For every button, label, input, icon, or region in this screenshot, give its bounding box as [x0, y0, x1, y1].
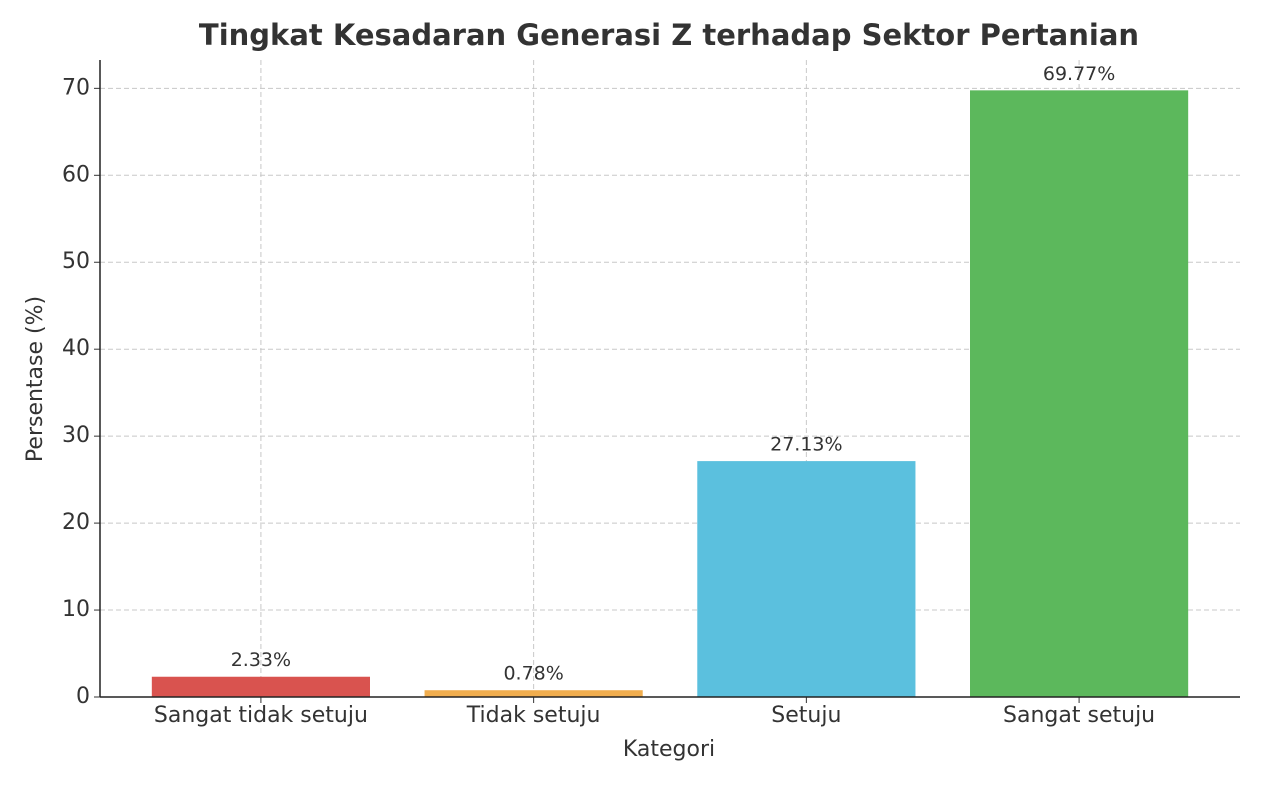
- y-tick-label: 50: [62, 249, 90, 274]
- bar: [424, 690, 643, 697]
- x-tick-label: Sangat setuju: [1003, 703, 1155, 728]
- bar: [151, 676, 370, 697]
- value-label: 2.33%: [231, 649, 291, 671]
- y-tick-label: 30: [62, 423, 90, 448]
- x-tick-label: Sangat tidak setuju: [154, 703, 368, 728]
- value-label: 0.78%: [503, 663, 563, 685]
- y-tick-label: 20: [62, 510, 90, 535]
- value-label: 69.77%: [1043, 63, 1115, 85]
- chart-title: Tingkat Kesadaran Generasi Z terhadap Se…: [199, 18, 1139, 52]
- x-axis-label: Kategori: [623, 737, 715, 762]
- bar: [970, 90, 1189, 697]
- y-tick-label: 60: [62, 162, 90, 187]
- value-label: 27.13%: [770, 434, 842, 456]
- bar: [697, 461, 916, 697]
- x-tick-label: Setuju: [771, 703, 841, 728]
- y-tick-label: 0: [76, 684, 90, 709]
- y-tick-label: 10: [62, 597, 90, 622]
- y-tick-label: 40: [62, 336, 90, 361]
- y-tick-label: 70: [62, 75, 90, 100]
- y-axis-label: Persentase (%): [23, 296, 48, 462]
- x-tick-label: Tidak setuju: [466, 703, 601, 728]
